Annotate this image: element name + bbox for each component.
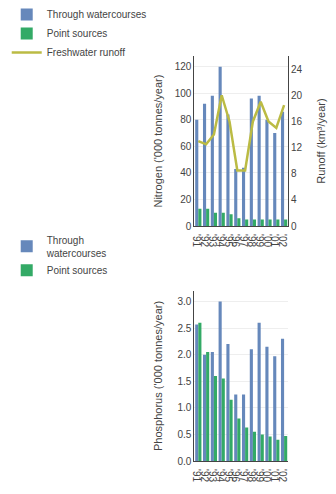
svg-text:'95: '95 [223,234,234,247]
svg-text:'97: '97 [238,234,249,247]
svg-text:16: 16 [291,116,303,127]
svg-text:20: 20 [180,194,192,205]
svg-text:Nitrogen ('000 tonnes/year): Nitrogen ('000 tonnes/year) [152,75,164,208]
svg-text:'01: '01 [269,234,280,247]
svg-text:0.0: 0.0 [178,456,192,467]
svg-text:'99: '99 [254,234,265,247]
svg-text:1.5: 1.5 [178,376,192,387]
svg-text:Point sources: Point sources [47,265,108,276]
svg-text:1.0: 1.0 [178,402,192,413]
svg-text:24: 24 [291,64,303,75]
svg-text:60: 60 [180,141,192,152]
svg-text:0: 0 [186,221,192,232]
svg-text:Phosphorus ('000 tonnes/year): Phosphorus ('000 tonnes/year) [152,301,164,451]
svg-text:8: 8 [291,168,297,179]
svg-text:'91: '91 [191,469,202,482]
svg-text:Freshwater runoff: Freshwater runoff [47,47,125,58]
svg-text:Point sources: Point sources [47,28,108,39]
svg-text:Throughwatercourses: Throughwatercourses [46,235,106,259]
svg-text:'96: '96 [230,469,241,482]
svg-text:'93: '93 [207,469,218,482]
svg-text:'98: '98 [246,234,257,247]
svg-text:40: 40 [180,167,192,178]
svg-text:'97: '97 [238,469,249,482]
svg-text:'95: '95 [223,469,234,482]
svg-text:'92: '92 [199,469,210,482]
svg-text:'99: '99 [254,469,265,482]
svg-text:120: 120 [175,61,192,72]
svg-text:'94: '94 [215,469,226,482]
svg-text:2.5: 2.5 [178,323,192,334]
svg-text:2.0: 2.0 [178,349,192,360]
svg-text:'02: '02 [277,234,288,247]
svg-text:'93: '93 [207,234,218,247]
svg-text:Through watercourses: Through watercourses [47,9,147,20]
svg-text:'94: '94 [215,234,226,247]
svg-text:'00: '00 [261,234,272,247]
svg-text:'02: '02 [277,469,288,482]
svg-text:12: 12 [291,142,303,153]
svg-text:80: 80 [180,114,192,125]
svg-text:'92: '92 [199,234,210,247]
svg-text:'01: '01 [269,469,280,482]
svg-text:'00: '00 [261,469,272,482]
svg-text:20: 20 [291,90,303,101]
svg-text:'96: '96 [230,234,241,247]
svg-text:Runoff (km³/year): Runoff (km³/year) [316,98,328,183]
svg-text:0: 0 [291,221,297,232]
svg-text:0.5: 0.5 [178,429,192,440]
svg-text:100: 100 [175,88,192,99]
svg-text:3.0: 3.0 [178,296,192,307]
svg-text:'98: '98 [246,469,257,482]
svg-text:'91: '91 [191,234,202,247]
svg-text:4: 4 [291,194,297,205]
